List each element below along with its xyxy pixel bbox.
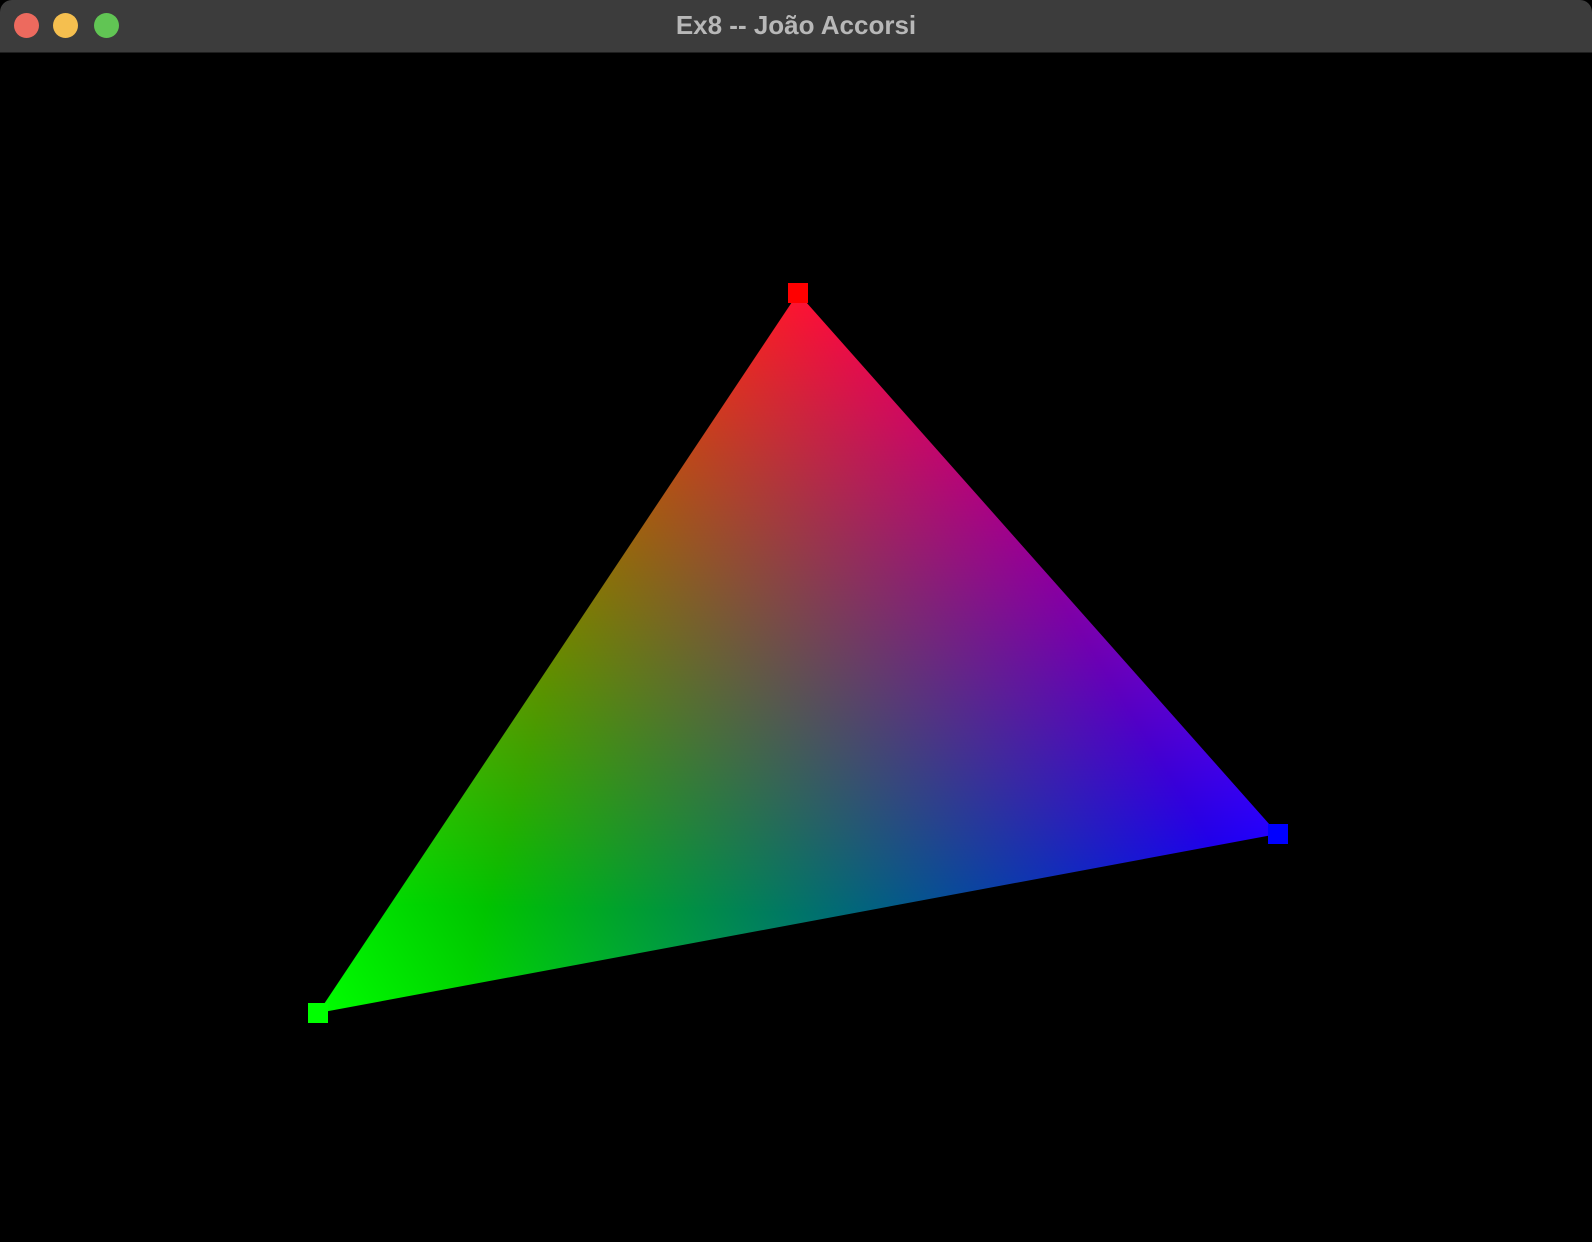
triangle-scene bbox=[308, 283, 1288, 1023]
close-button[interactable] bbox=[14, 13, 39, 38]
vertex-handle-right[interactable] bbox=[1268, 824, 1288, 844]
title-bar[interactable]: Ex8 -- João Accorsi bbox=[0, 0, 1592, 53]
minimize-button[interactable] bbox=[53, 13, 78, 38]
zoom-button[interactable] bbox=[94, 13, 119, 38]
vertex-handle-top[interactable] bbox=[788, 283, 808, 303]
vertex-handle-left[interactable] bbox=[308, 1003, 328, 1023]
rgb-triangle bbox=[318, 293, 1278, 1013]
render-canvas[interactable] bbox=[0, 53, 1592, 1242]
window-title: Ex8 -- João Accorsi bbox=[675, 10, 917, 40]
